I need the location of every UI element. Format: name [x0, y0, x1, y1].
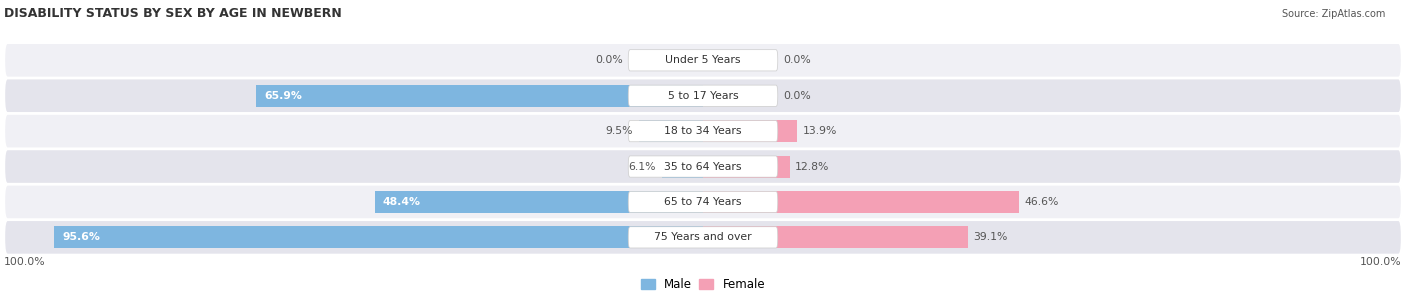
Text: 12.8%: 12.8% [796, 162, 830, 171]
FancyBboxPatch shape [628, 85, 778, 106]
FancyBboxPatch shape [4, 149, 1402, 184]
Text: 0.0%: 0.0% [595, 55, 623, 65]
Text: 46.6%: 46.6% [1025, 197, 1059, 207]
FancyBboxPatch shape [628, 227, 778, 248]
Legend: Male, Female: Male, Female [636, 274, 770, 296]
Text: 0.0%: 0.0% [783, 55, 811, 65]
Bar [703, 120, 797, 142]
Text: 100.0%: 100.0% [1360, 257, 1402, 267]
FancyBboxPatch shape [4, 220, 1402, 255]
Text: Source: ZipAtlas.com: Source: ZipAtlas.com [1281, 9, 1385, 19]
Text: 75 Years and over: 75 Years and over [654, 232, 752, 242]
Text: 48.4%: 48.4% [382, 197, 420, 207]
Text: 95.6%: 95.6% [62, 232, 100, 242]
Text: 35 to 64 Years: 35 to 64 Years [664, 162, 742, 171]
FancyBboxPatch shape [4, 78, 1402, 113]
Text: 0.0%: 0.0% [783, 91, 811, 101]
FancyBboxPatch shape [628, 191, 778, 213]
Bar [256, 85, 703, 107]
Bar [662, 156, 703, 178]
FancyBboxPatch shape [628, 156, 778, 177]
Text: 18 to 34 Years: 18 to 34 Years [664, 126, 742, 136]
FancyBboxPatch shape [628, 50, 778, 71]
FancyBboxPatch shape [4, 185, 1402, 219]
Text: 65 to 74 Years: 65 to 74 Years [664, 197, 742, 207]
Bar [55, 226, 703, 248]
Text: 65.9%: 65.9% [264, 91, 302, 101]
Bar [703, 191, 1019, 213]
Bar [703, 156, 790, 178]
FancyBboxPatch shape [4, 43, 1402, 78]
Text: 6.1%: 6.1% [628, 162, 657, 171]
Text: DISABILITY STATUS BY SEX BY AGE IN NEWBERN: DISABILITY STATUS BY SEX BY AGE IN NEWBE… [4, 7, 342, 20]
FancyBboxPatch shape [628, 120, 778, 142]
Text: 13.9%: 13.9% [803, 126, 837, 136]
Text: 39.1%: 39.1% [974, 232, 1008, 242]
Bar [638, 120, 703, 142]
Bar [374, 191, 703, 213]
Text: 9.5%: 9.5% [606, 126, 633, 136]
Bar [703, 226, 969, 248]
Text: 100.0%: 100.0% [4, 257, 46, 267]
FancyBboxPatch shape [4, 114, 1402, 149]
Text: 5 to 17 Years: 5 to 17 Years [668, 91, 738, 101]
Text: Under 5 Years: Under 5 Years [665, 55, 741, 65]
